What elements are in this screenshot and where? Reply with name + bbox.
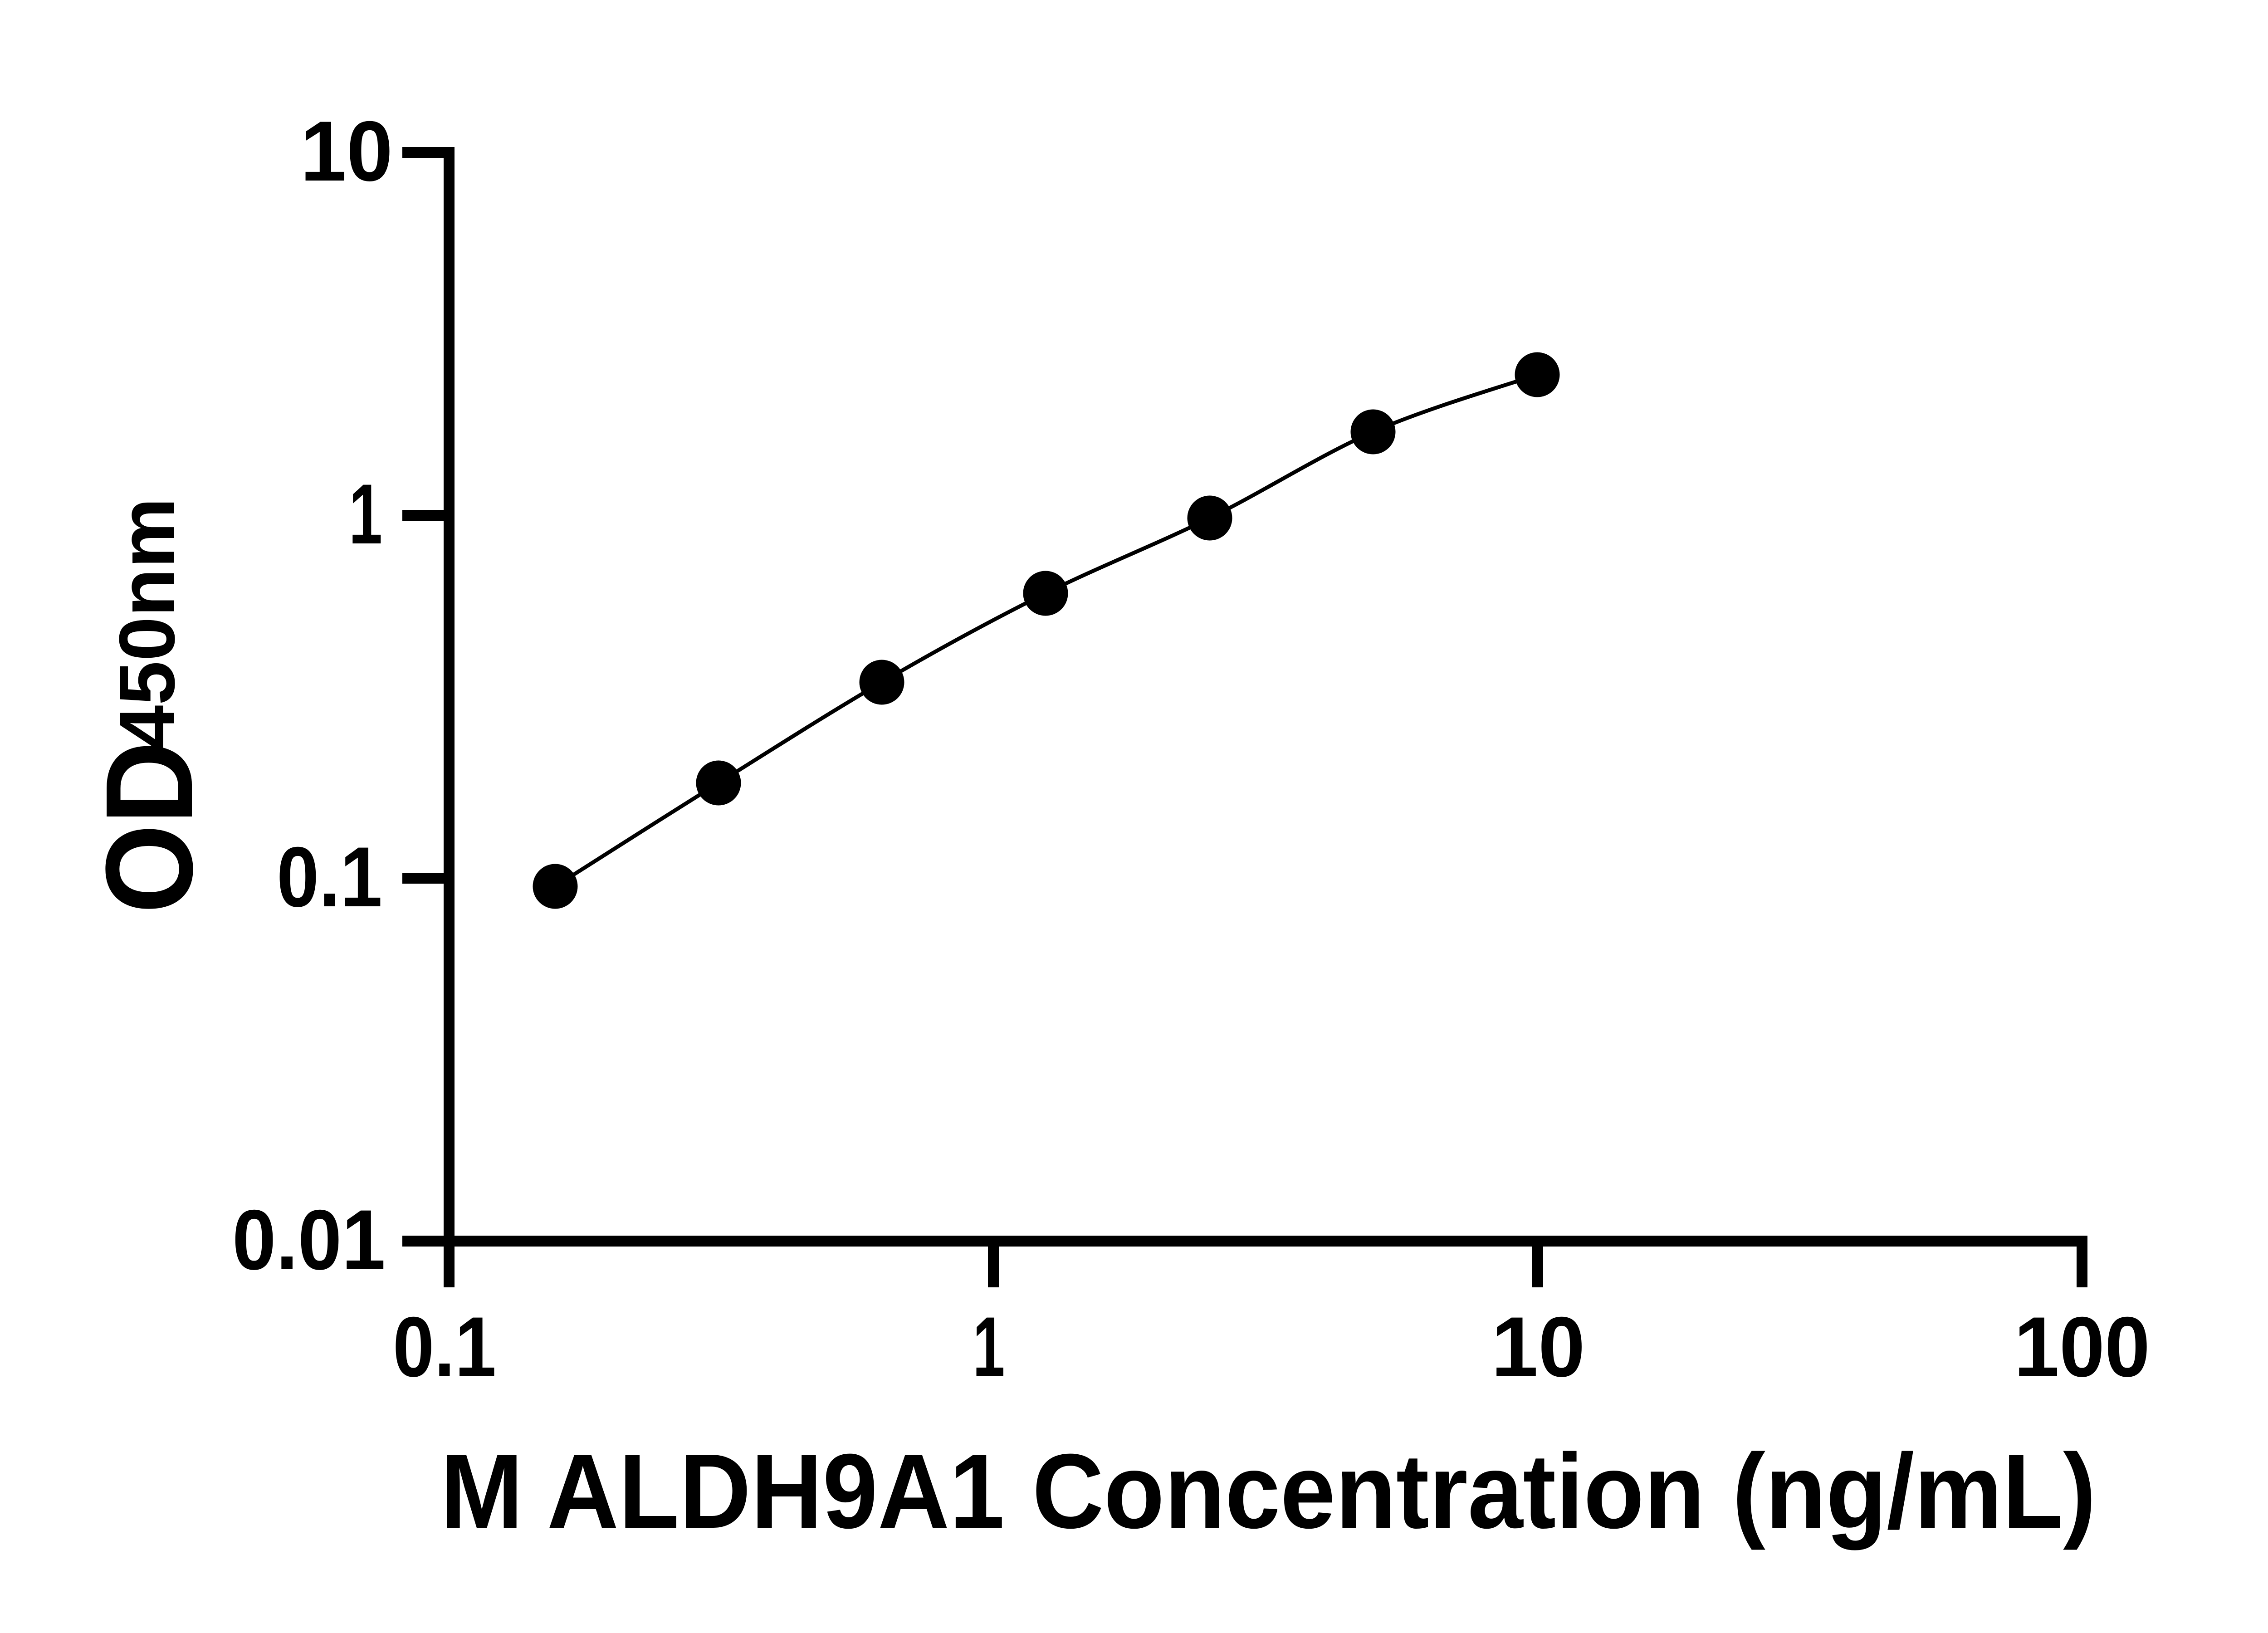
svg-text:0.01: 0.01: [232, 1192, 386, 1287]
svg-text:10: 10: [300, 103, 393, 199]
svg-text:OD: OD: [80, 741, 218, 914]
svg-text:1: 1: [349, 466, 382, 562]
svg-text:1: 1: [973, 1299, 1005, 1394]
svg-text:0.1: 0.1: [393, 1299, 496, 1394]
svg-text:10: 10: [1491, 1299, 1585, 1394]
svg-text:450nm: 450nm: [103, 498, 191, 749]
svg-text:M ALDH9A1 Concentration (ng/mL: M ALDH9A1 Concentration (ng/mL): [440, 1432, 2096, 1550]
svg-text:100: 100: [2014, 1299, 2150, 1394]
svg-text:0.1: 0.1: [277, 829, 382, 924]
